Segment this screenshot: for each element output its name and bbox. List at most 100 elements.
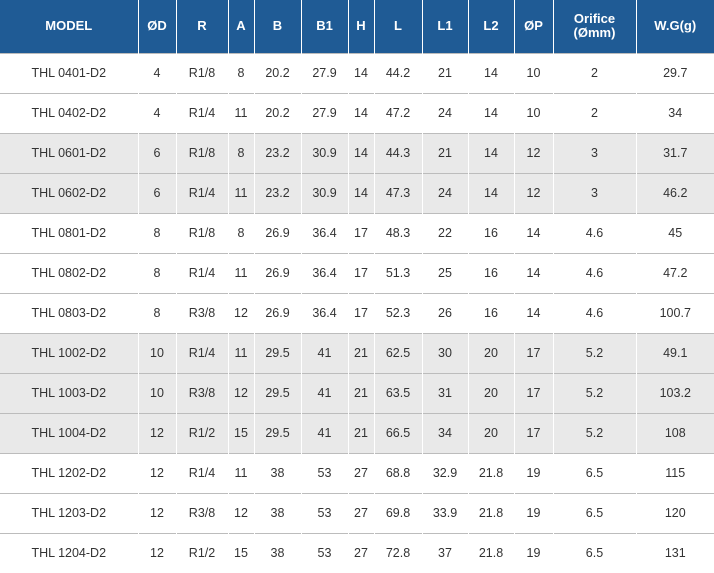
cell-l: 52.3 xyxy=(374,292,423,333)
cell-l2: 14 xyxy=(468,132,515,173)
cell-l: 63.5 xyxy=(374,372,423,413)
column-header-r: R xyxy=(176,0,229,53)
cell-l2: 14 xyxy=(468,92,515,133)
cell-weight: 47.2 xyxy=(636,252,714,293)
column-header-weight: W.G(g) xyxy=(654,18,697,34)
cell-l1: 21 xyxy=(422,132,469,173)
cell-a: 12 xyxy=(228,372,255,413)
cell-l1: 21 xyxy=(422,52,469,93)
cell-l: 47.3 xyxy=(374,172,423,213)
column-header-a: A xyxy=(228,0,255,53)
cell-weight: 115 xyxy=(636,452,714,493)
cell-r: R1/4 xyxy=(176,452,229,493)
cell-model: THL 0601-D2 xyxy=(0,132,139,173)
cell-b1: 53 xyxy=(301,452,349,493)
column-header-l2: L2 xyxy=(468,0,515,53)
table-row: THL 0803-D2 8 R3/8 12 26.9 36.4 17 52.3 26 16 14 4.… xyxy=(0,292,714,333)
cell-l1: 26 xyxy=(422,292,469,333)
cell-l2: 16 xyxy=(468,292,515,333)
table-row: THL 0402-D2 4 R1/4 11 20.2 27.9 14 47.2 24 14 10 2 3… xyxy=(0,92,714,133)
cell-orifice: 6.5 xyxy=(553,492,637,533)
cell-a: 8 xyxy=(228,212,255,253)
cell-model: THL 0401-D2 xyxy=(0,52,139,93)
cell-od: 8 xyxy=(138,252,177,293)
cell-b: 29.5 xyxy=(254,332,302,373)
cell-orifice: 5.2 xyxy=(553,332,637,373)
cell-weight: 46.2 xyxy=(636,172,714,213)
cell-b: 29.5 xyxy=(254,372,302,413)
cell-h: 14 xyxy=(348,132,375,173)
cell-b1: 53 xyxy=(301,532,349,573)
cell-orifice: 4.6 xyxy=(553,292,637,333)
cell-b1: 41 xyxy=(301,412,349,453)
cell-op: 14 xyxy=(514,212,554,253)
cell-h: 27 xyxy=(348,492,375,533)
table-row: THL 1202-D2 12 R1/4 11 38 53 27 68.8 32.9 21.8 19 6… xyxy=(0,452,714,493)
cell-od: 12 xyxy=(138,492,177,533)
cell-l2: 14 xyxy=(468,172,515,213)
cell-b: 26.9 xyxy=(254,292,302,333)
cell-orifice: 4.6 xyxy=(553,212,637,253)
cell-r: R3/8 xyxy=(176,292,229,333)
cell-l1: 24 xyxy=(422,172,469,213)
cell-model: THL 1203-D2 xyxy=(0,492,139,533)
cell-h: 27 xyxy=(348,532,375,573)
cell-b: 20.2 xyxy=(254,52,302,93)
cell-l1: 31 xyxy=(422,372,469,413)
cell-b: 20.2 xyxy=(254,92,302,133)
cell-weight: 103.2 xyxy=(636,372,714,413)
cell-op: 19 xyxy=(514,532,554,573)
column-header-model: MODEL xyxy=(0,0,139,53)
cell-op: 10 xyxy=(514,52,554,93)
cell-b1: 36.4 xyxy=(301,252,349,293)
cell-l2: 20 xyxy=(468,412,515,453)
cell-l2: 16 xyxy=(468,212,515,253)
table-body: THL 0401-D2 4 R1/8 8 20.2 27.9 14 44.2 21 14 10 2 29… xyxy=(0,52,714,573)
cell-a: 8 xyxy=(228,52,255,93)
cell-l: 44.2 xyxy=(374,52,423,93)
cell-l1: 34 xyxy=(422,412,469,453)
cell-orifice: 4.6 xyxy=(553,252,637,293)
cell-weight: 34 xyxy=(636,92,714,133)
column-header-l1: L1 xyxy=(422,0,469,53)
cell-model: THL 0402-D2 xyxy=(0,92,139,133)
cell-b: 26.9 xyxy=(254,252,302,293)
cell-l1: 25 xyxy=(422,252,469,293)
cell-b1: 53 xyxy=(301,492,349,533)
cell-h: 17 xyxy=(348,252,375,293)
cell-a: 8 xyxy=(228,132,255,173)
cell-b: 23.2 xyxy=(254,132,302,173)
cell-model: THL 1004-D2 xyxy=(0,412,139,453)
column-header-orifice: Orifice (Ømm) xyxy=(553,0,637,53)
cell-l1: 30 xyxy=(422,332,469,373)
cell-a: 11 xyxy=(228,172,255,213)
column-header-l: L xyxy=(374,0,423,53)
cell-op: 19 xyxy=(514,492,554,533)
cell-l1: 24 xyxy=(422,92,469,133)
column-header-op: ØP xyxy=(514,0,554,53)
cell-od: 4 xyxy=(138,52,177,93)
cell-orifice: 2 xyxy=(553,52,637,93)
cell-model: THL 1202-D2 xyxy=(0,452,139,493)
cell-op: 14 xyxy=(514,252,554,293)
cell-r: R1/4 xyxy=(176,332,229,373)
header-row: MODEL ØD R A B B1 H L L1 L2 ØP Orifice (Ømm) W.G(g) xyxy=(0,0,714,53)
cell-a: 12 xyxy=(228,492,255,533)
cell-l2: 21.8 xyxy=(468,492,515,533)
cell-l2: 20 xyxy=(468,372,515,413)
cell-l1: 32.9 xyxy=(422,452,469,493)
cell-r: R1/4 xyxy=(176,172,229,213)
cell-l2: 21.8 xyxy=(468,532,515,573)
cell-b1: 36.4 xyxy=(301,212,349,253)
cell-l: 47.2 xyxy=(374,92,423,133)
cell-orifice: 2 xyxy=(553,92,637,133)
cell-l: 72.8 xyxy=(374,532,423,573)
cell-b1: 27.9 xyxy=(301,92,349,133)
cell-od: 8 xyxy=(138,292,177,333)
cell-b: 38 xyxy=(254,492,302,533)
cell-orifice: 3 xyxy=(553,172,637,213)
table-row: THL 1003-D2 10 R3/8 12 29.5 41 21 63.5 31 20 17 5.2… xyxy=(0,372,714,413)
cell-model: THL 0802-D2 xyxy=(0,252,139,293)
cell-l: 68.8 xyxy=(374,452,423,493)
cell-op: 10 xyxy=(514,92,554,133)
